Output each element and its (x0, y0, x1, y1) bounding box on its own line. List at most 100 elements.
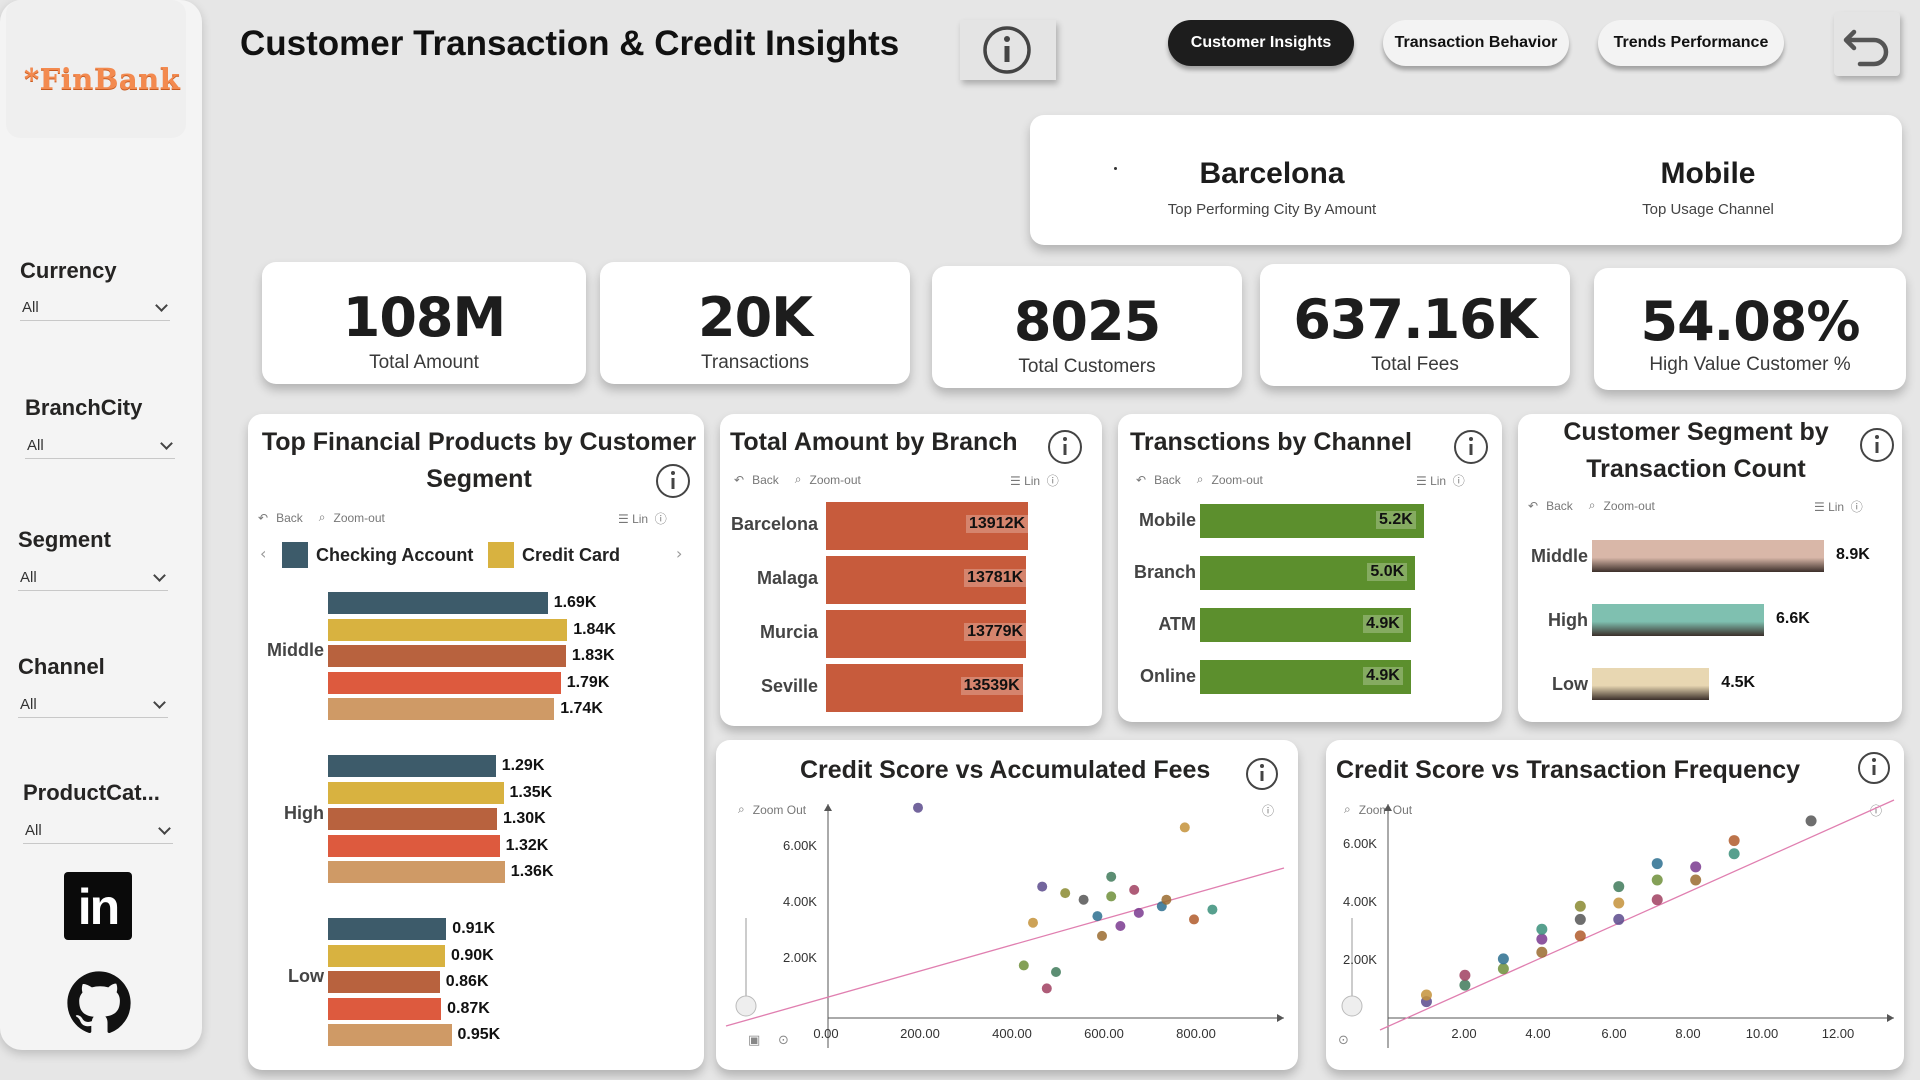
zoom-slider-handle (1341, 995, 1363, 1017)
scatter-point (1536, 923, 1548, 935)
channel-title: Transctions by Channel (1130, 428, 1413, 456)
bar (826, 502, 1028, 550)
toolbar-zoom-out[interactable]: Zoom-out (333, 510, 385, 525)
scatter-point (1420, 989, 1432, 1001)
toolbar-back[interactable]: Back (276, 510, 303, 525)
back-arrow-icon[interactable]: ↶ (734, 472, 745, 487)
zoom-icon[interactable]: ⌕ (794, 472, 802, 486)
products-title: Top Financial Products by Customer Segme… (254, 424, 704, 498)
info-icon[interactable] (1244, 756, 1280, 792)
bar (1200, 504, 1424, 538)
toolbar-back[interactable]: Back (1546, 498, 1573, 513)
nav-trends-performance[interactable]: Trends Performance (1598, 20, 1784, 66)
segment-visual: Customer Segment by Transaction Count ↶ B… (1518, 414, 1902, 722)
bar (826, 664, 1023, 712)
legend-label: Checking Account (316, 544, 474, 565)
toolbar-zoom-out[interactable]: Zoom-out (1603, 498, 1655, 513)
scatter-point (1728, 848, 1740, 860)
scatter-point (1106, 871, 1117, 882)
info-icon[interactable] (654, 462, 692, 500)
zoom-icon[interactable]: ⌕ (738, 802, 745, 816)
zoom-icon[interactable]: ⌕ (1344, 802, 1351, 816)
nav-transaction-behavior[interactable]: Transaction Behavior (1383, 20, 1569, 66)
toolbar-lin[interactable]: ☰ Lin ⓘ (618, 512, 667, 526)
kpi-high-value-customer: 54.08% High Value Customer % (1594, 268, 1906, 390)
toolbar-lin-label: Lin (1024, 474, 1041, 488)
toolbar-back[interactable]: Back (752, 472, 779, 487)
bar (328, 1024, 452, 1046)
segment-dropdown[interactable]: All (18, 565, 168, 591)
scatter-point (913, 802, 923, 813)
data-label: 1.36K (510, 863, 554, 880)
scatter-point (1574, 900, 1586, 912)
info-button[interactable] (960, 20, 1056, 80)
lasso-icon: ⊙ (1338, 1033, 1349, 1048)
linkedin-icon[interactable]: in (64, 872, 132, 940)
currency-dropdown[interactable]: All (20, 295, 170, 321)
toolbar-zoom-out[interactable]: Zoom-out (1211, 472, 1263, 487)
back-arrow-icon[interactable]: ↶ (258, 510, 269, 525)
x-tick-label: 600.00 (1084, 1026, 1124, 1041)
segment-title: Customer Segment by Transaction Count (1524, 414, 1868, 488)
category-label: High (284, 803, 324, 823)
info-icon[interactable] (1046, 428, 1084, 466)
kpi-value: 20K (698, 286, 813, 349)
bar (328, 698, 555, 720)
github-icon[interactable] (66, 970, 132, 1036)
branchcity-dropdown[interactable]: All (25, 433, 175, 459)
toolbar-back[interactable]: Back (1154, 472, 1181, 487)
toolbar-lin-label: Lin (1430, 474, 1447, 488)
help-icon[interactable]: ⓘ (1262, 804, 1275, 818)
category-label: Mobile (1139, 510, 1196, 530)
help-icon[interactable]: ⓘ (1452, 474, 1465, 488)
products-title-line2: Segment (426, 465, 532, 493)
x-tick-label: 12.00 (1822, 1026, 1855, 1041)
undo-arrow-icon (1843, 29, 1889, 67)
toolbar-lin[interactable]: ☰ Lin ⓘ (1814, 500, 1863, 514)
channel-dropdown[interactable]: All (18, 692, 168, 718)
data-label: 8.9K (1836, 546, 1870, 563)
bar (328, 808, 497, 830)
data-label: 1.30K (503, 810, 546, 827)
back-arrow-icon[interactable]: ↶ (1528, 498, 1539, 513)
toolbar-zoom-out[interactable]: Zoom Out (752, 802, 807, 817)
kpi-total-customers: 8025 Total Customers (932, 266, 1242, 388)
info-icon[interactable] (1856, 750, 1892, 786)
legend-item-credit[interactable]: Credit Card (488, 542, 620, 568)
legend-item-checking[interactable]: Checking Account (282, 542, 473, 568)
info-icon[interactable] (1452, 428, 1490, 466)
toolbar-lin[interactable]: ☰ Lin ⓘ (1416, 474, 1465, 488)
help-icon[interactable]: ⓘ (1046, 474, 1059, 488)
help-icon[interactable]: ⓘ (1850, 500, 1863, 514)
branch-title: Total Amount by Branch (730, 428, 1018, 456)
toolbar-lin[interactable]: ☰ Lin ⓘ (1010, 474, 1059, 488)
back-arrow-icon[interactable]: ↶ (1136, 472, 1147, 487)
currency-value: All (22, 299, 39, 316)
scatter-point (1161, 894, 1172, 905)
legend-prev-arrow[interactable]: ‹ (260, 544, 267, 563)
data-label: 1.74K (560, 700, 603, 717)
bar (328, 918, 447, 940)
segment-value: All (20, 569, 37, 586)
bar (328, 997, 442, 1020)
help-icon[interactable]: ⓘ (654, 512, 667, 526)
scatter-point (1613, 913, 1625, 925)
bar (328, 671, 561, 694)
nav-customer-insights[interactable]: Customer Insights (1168, 20, 1354, 66)
zoom-icon[interactable]: ⌕ (1196, 472, 1204, 486)
kpi-label: Total Fees (1371, 354, 1459, 375)
x-tick-label: 400.00 (992, 1026, 1032, 1041)
category-label: High (1548, 610, 1588, 630)
legend-next-arrow[interactable]: › (676, 544, 683, 563)
info-icon[interactable] (1858, 426, 1896, 464)
productcategory-dropdown[interactable]: All (23, 818, 173, 844)
toolbar-zoom-out[interactable]: Zoom-out (809, 472, 861, 487)
data-label: 1.29K (501, 757, 545, 774)
help-icon[interactable]: ⓘ (1870, 804, 1883, 818)
back-button[interactable] (1834, 12, 1900, 76)
scatter-fees-visual: Credit Score vs Accumulated Fees ⌕ Zoom O… (716, 740, 1298, 1070)
kpi-value: 8025 (1013, 290, 1161, 353)
zoom-icon[interactable]: ⌕ (318, 510, 326, 524)
scatter-point (1497, 953, 1509, 965)
zoom-icon[interactable]: ⌕ (1588, 498, 1596, 512)
